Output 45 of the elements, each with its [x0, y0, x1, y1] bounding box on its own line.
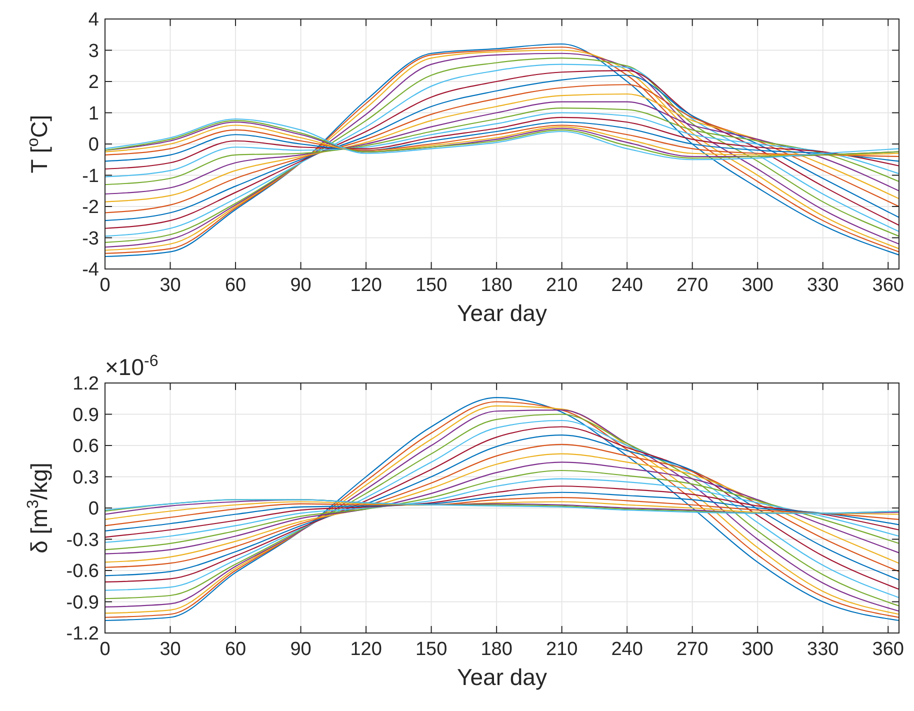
y-tick-label: 1 — [88, 103, 99, 124]
y-tick-label: -1 — [82, 166, 99, 187]
x-tick-label: 360 — [872, 275, 904, 296]
x-tick-label: 30 — [160, 275, 181, 296]
x-tick-label: 300 — [742, 275, 774, 296]
text: ×10$^{-6}$ — [105, 352, 158, 380]
x-tick-label: 120 — [350, 639, 382, 660]
y-tick-label: 3 — [88, 40, 99, 62]
x-tick-label: 240 — [611, 639, 643, 660]
x-tick-label: 150 — [415, 639, 448, 660]
x-tick-label: 240 — [611, 275, 643, 296]
y-tick-label: 0 — [88, 498, 99, 520]
x-tick-label: 120 — [350, 275, 382, 296]
x-tick-label: 180 — [480, 275, 512, 296]
x-tick-label: 30 — [160, 639, 181, 660]
y-tick-label: 0.3 — [72, 467, 99, 488]
x-tick-label: 360 — [872, 639, 904, 660]
y-tick-label: 2 — [88, 72, 99, 94]
y-tick-label: 0.9 — [72, 404, 99, 426]
x-tick-label: 60 — [224, 275, 246, 296]
x-axis-title: Year day — [457, 664, 548, 690]
y-tick-label: 0 — [88, 134, 99, 156]
y-tick-label: -2 — [82, 197, 99, 218]
y-tick-label: 0.6 — [72, 436, 99, 458]
y-tick-label: -0.6 — [66, 561, 99, 582]
x-tick-label: 90 — [290, 275, 312, 296]
y-tick-label: -0.9 — [66, 592, 99, 614]
y-tick-label: -1.2 — [66, 624, 99, 645]
x-tick-label: 180 — [480, 639, 512, 660]
y-tick-label: -4 — [82, 260, 100, 281]
x-tick-label: 90 — [290, 639, 312, 660]
x-tick-label: 150 — [415, 275, 448, 296]
x-tick-label: 270 — [676, 639, 708, 660]
x-tick-label: 210 — [546, 639, 578, 660]
x-tick-label: 330 — [807, 639, 839, 660]
x-tick-label: 330 — [807, 275, 839, 296]
y-tick-label: -3 — [82, 228, 99, 250]
x-tick-label: 300 — [742, 639, 774, 660]
x-tick-label: 60 — [224, 639, 246, 660]
y-tick-label: 4 — [88, 10, 100, 31]
y-tick-label: 1.2 — [72, 374, 99, 395]
x-tick-label: 270 — [676, 275, 708, 296]
y-tick-label: -0.3 — [66, 530, 99, 551]
x-tick-label: 210 — [546, 275, 578, 296]
x-axis-title: Year day — [457, 300, 548, 326]
